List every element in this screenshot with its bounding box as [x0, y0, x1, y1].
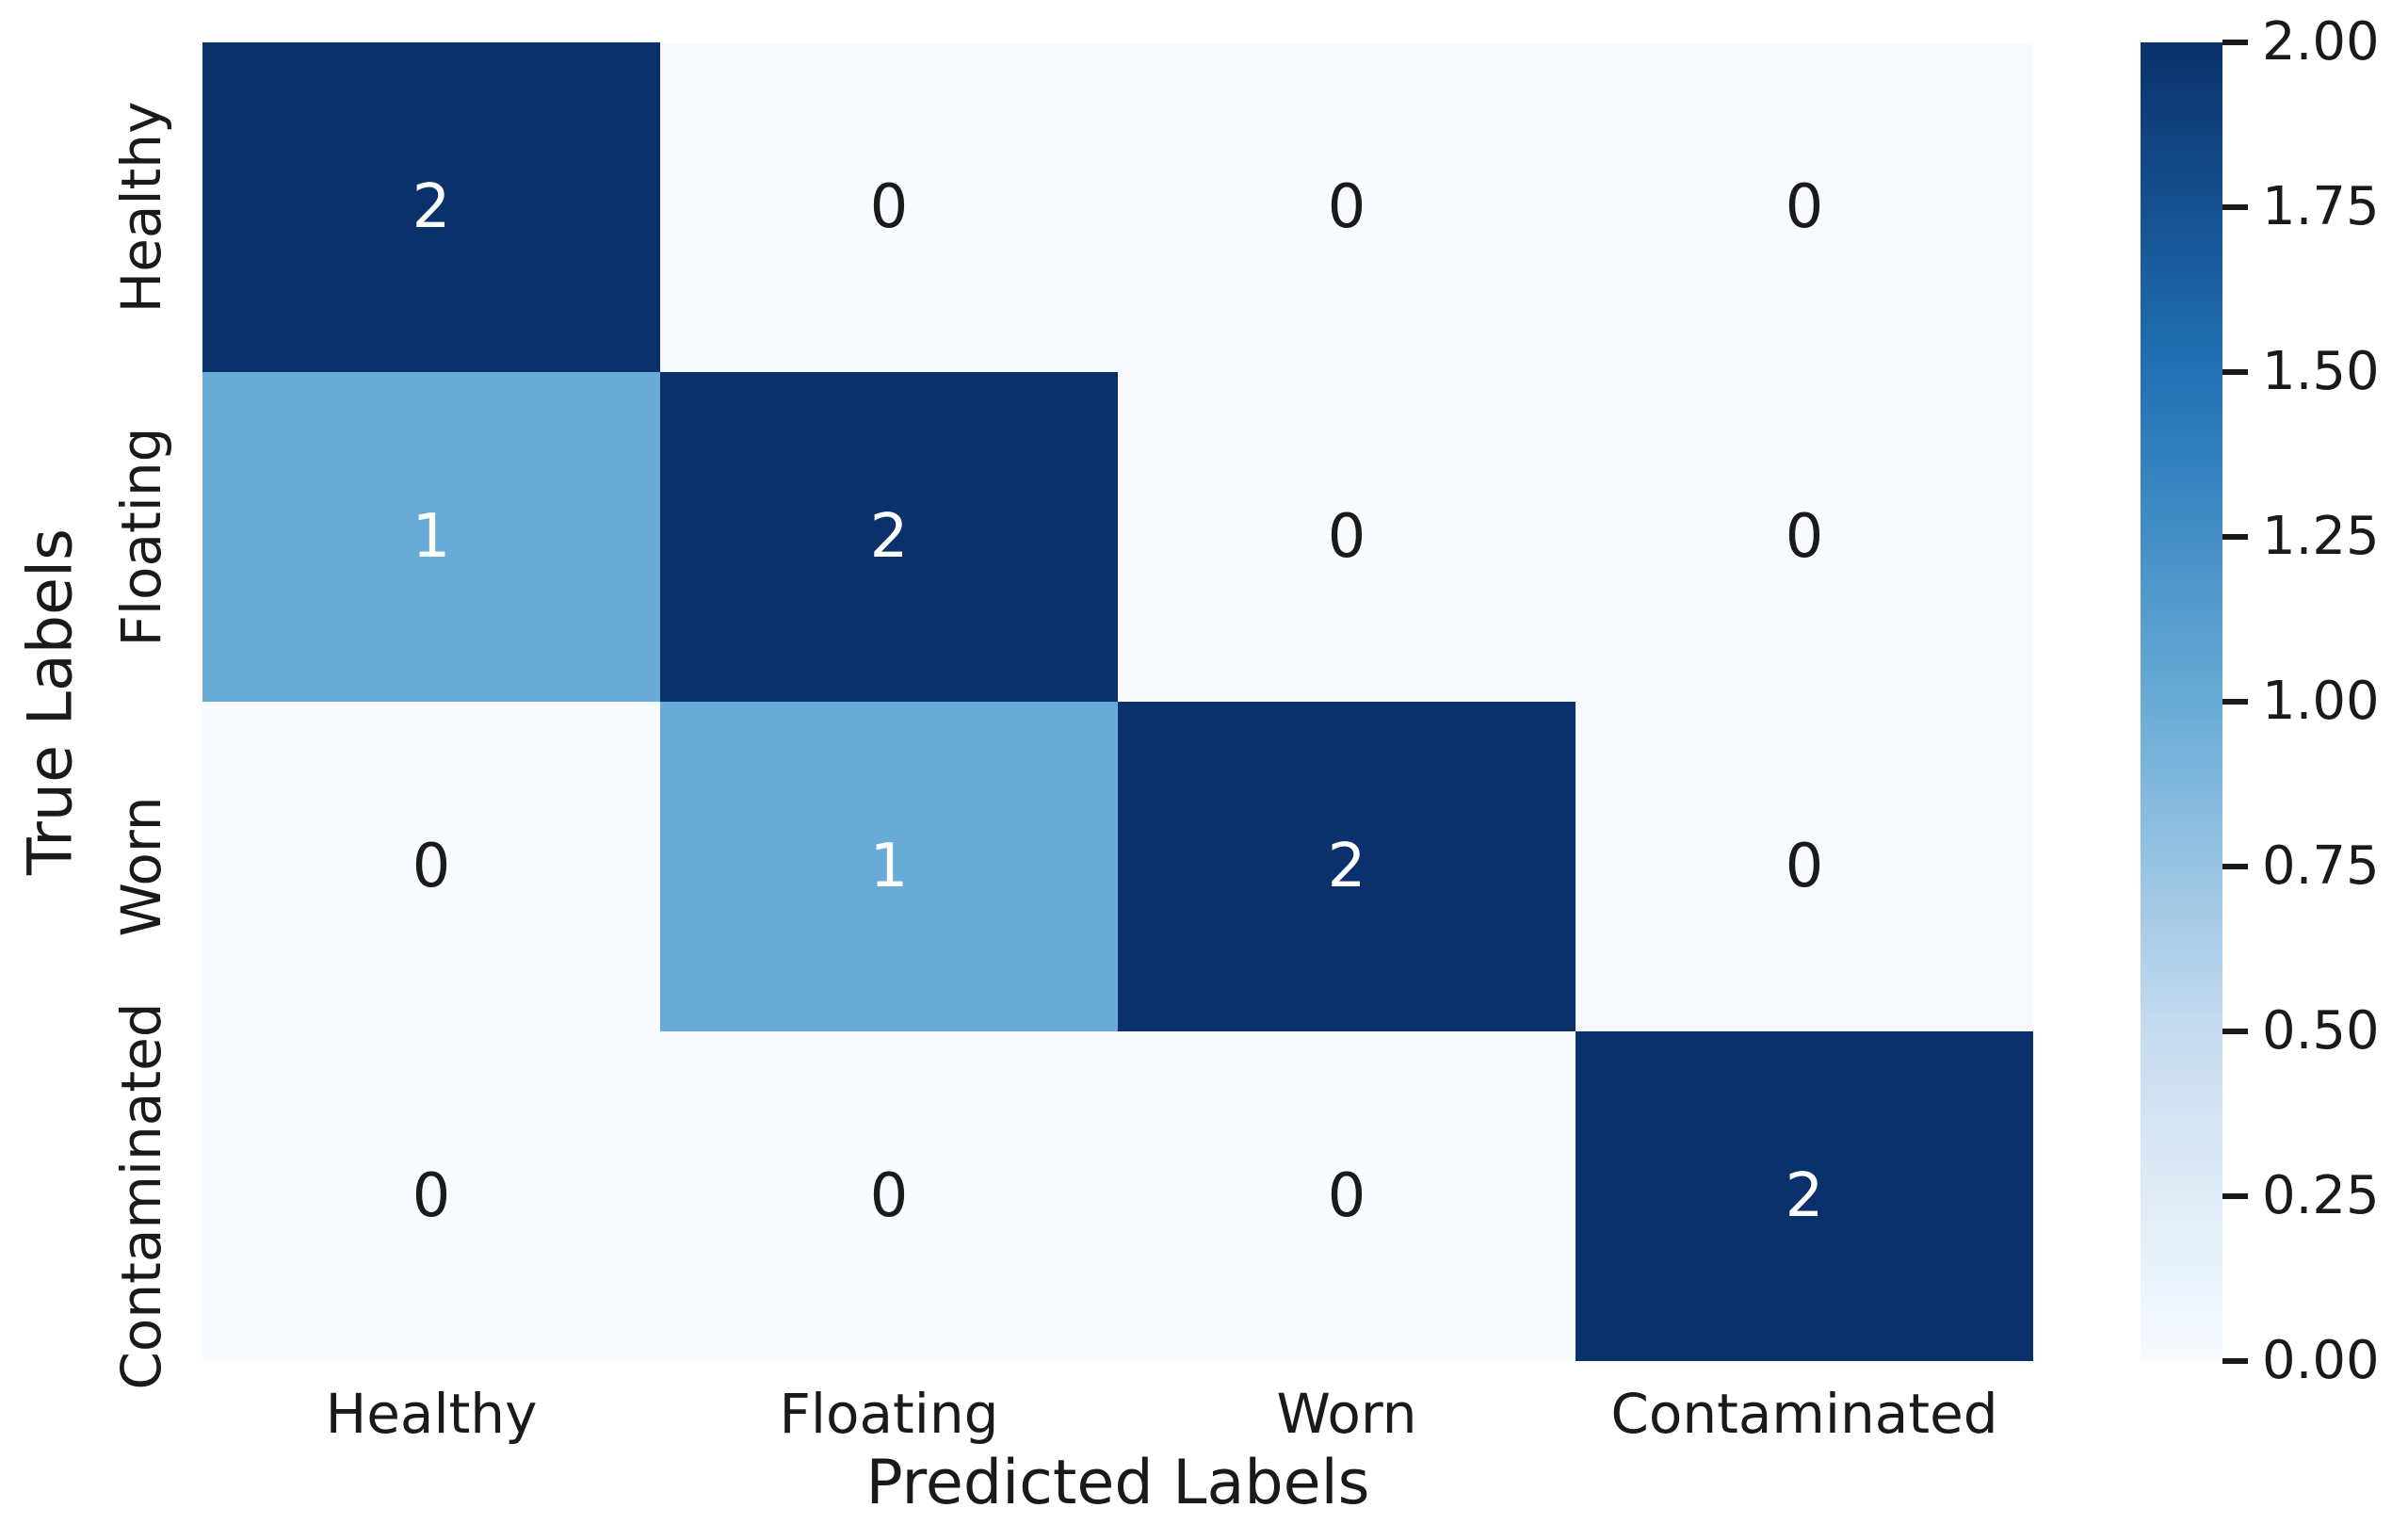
x-axis-title: Predicted Labels [865, 1448, 1370, 1518]
heatmap-cell-worn-contaminated: 0 [1576, 702, 2033, 1031]
y-axis-title: True Labels [15, 528, 87, 875]
colorbar-tick-label-0.25: 0.25 [2262, 1165, 2380, 1226]
heatmap-cell-floating-contaminated: 0 [1576, 372, 2033, 702]
heatmap-cell-healthy-floating: 0 [660, 42, 1118, 372]
colorbar-tick-label-1.00: 1.00 [2262, 671, 2380, 732]
colorbar-tick-label-0.00: 0.00 [2262, 1330, 2380, 1391]
heatmap-cell-worn-healthy: 0 [202, 702, 660, 1031]
heatmap-cell-contaminated-contaminated: 2 [1576, 1031, 2033, 1361]
colorbar-tick-label-0.75: 0.75 [2262, 835, 2380, 897]
colorbar-tick-label-2.00: 2.00 [2262, 11, 2380, 73]
colorbar-tick-mark-1.75 [2222, 204, 2248, 210]
heatmap-cell-floating-healthy: 1 [202, 372, 660, 702]
x-tick-label-healthy: Healthy [325, 1382, 538, 1446]
heatmap-cell-contaminated-floating: 0 [660, 1031, 1118, 1361]
heatmap-cell-contaminated-healthy: 0 [202, 1031, 660, 1361]
x-tick-label-contaminated: Contaminated [1610, 1382, 1998, 1446]
heatmap-cell-worn-floating: 1 [660, 702, 1118, 1031]
colorbar-tick-mark-1.00 [2222, 699, 2248, 705]
heatmap-cell-floating-floating: 2 [660, 372, 1118, 702]
colorbar-tick-mark-0.75 [2222, 864, 2248, 869]
heatmap-cell-worn-worn: 2 [1118, 702, 1576, 1031]
colorbar-tick-mark-0.50 [2222, 1029, 2248, 1034]
colorbar [2141, 42, 2222, 1361]
x-tick-label-worn: Worn [1276, 1382, 1417, 1446]
heatmap-cell-floating-worn: 0 [1118, 372, 1576, 702]
colorbar-tick-mark-2.00 [2222, 40, 2248, 45]
x-tick-label-floating: Floating [779, 1382, 999, 1446]
colorbar-tick-mark-0.00 [2222, 1358, 2248, 1364]
heatmap-cell-contaminated-worn: 0 [1118, 1031, 1576, 1361]
heatmap-cell-healthy-worn: 0 [1118, 42, 1576, 372]
heatmap-cell-healthy-contaminated: 0 [1576, 42, 2033, 372]
colorbar-tick-label-1.25: 1.25 [2262, 506, 2380, 567]
colorbar-tick-label-1.75: 1.75 [2262, 176, 2380, 237]
colorbar-tick-mark-1.25 [2222, 534, 2248, 540]
colorbar-tick-mark-1.50 [2222, 369, 2248, 375]
colorbar-tick-mark-0.25 [2222, 1193, 2248, 1199]
colorbar-tick-label-0.50: 0.50 [2262, 1000, 2380, 1062]
y-tick-label-contaminated: Contaminated [109, 1002, 173, 1390]
y-tick-label-healthy: Healthy [109, 101, 173, 314]
y-tick-label-worn: Worn [109, 796, 173, 937]
colorbar-tick-label-1.50: 1.50 [2262, 341, 2380, 402]
heatmap-cell-healthy-healthy: 2 [202, 42, 660, 372]
y-tick-label-floating: Floating [109, 427, 173, 647]
